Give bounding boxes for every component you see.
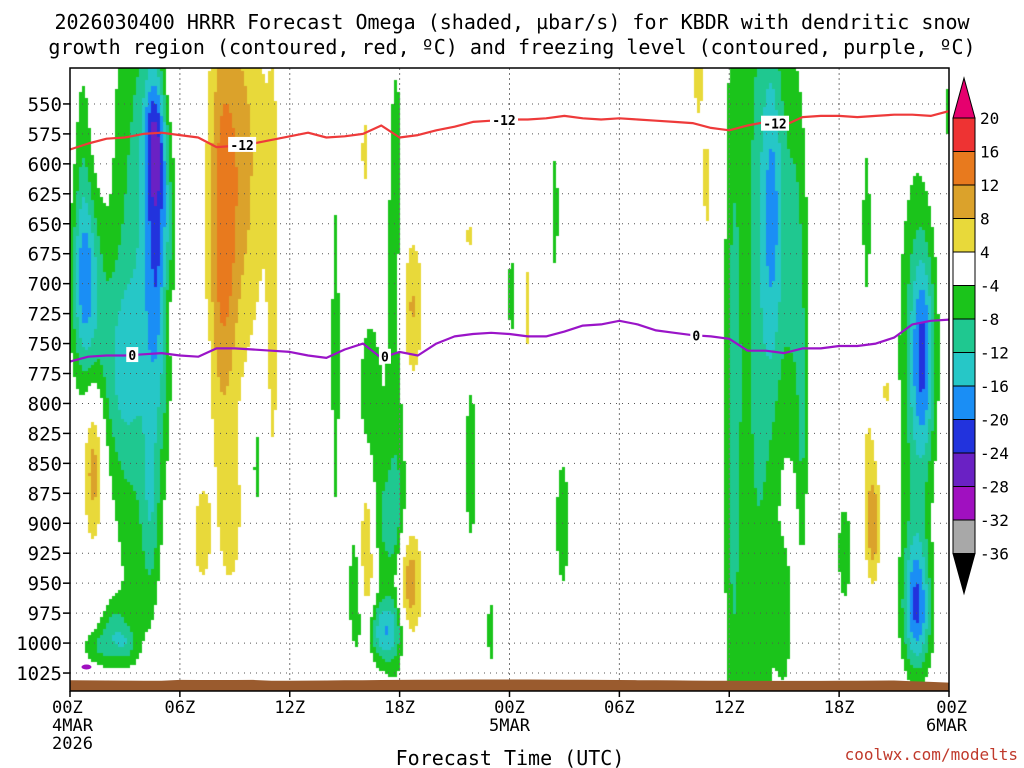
colorbar-label: 4 xyxy=(980,243,990,262)
colorbar-segment xyxy=(952,218,976,253)
contour-label: -12 xyxy=(230,139,253,154)
x-tick-label: 18Z xyxy=(824,698,855,718)
y-tick-label: 725 xyxy=(28,304,62,326)
colorbar-segment xyxy=(952,285,976,320)
contour-label-bg xyxy=(378,348,391,364)
x-tick-label: 00Z xyxy=(52,698,83,718)
colorbar-label: -4 xyxy=(980,277,999,296)
small-feature-blob xyxy=(81,664,92,670)
y-tick-label: 675 xyxy=(28,244,62,266)
colorbar-segment xyxy=(952,251,976,286)
y-tick-label: 800 xyxy=(28,393,62,415)
colorbar-segment xyxy=(952,117,976,152)
chart-title-line2: growth region (contoured, red, ºC) and f… xyxy=(48,35,975,59)
colorbar-segment xyxy=(952,151,976,186)
colorbar-segment xyxy=(952,486,976,521)
colorbar-label: -32 xyxy=(980,511,1009,530)
y-tick-label: 575 xyxy=(28,124,62,146)
x-tick-label: 12Z xyxy=(274,698,305,718)
x-tick-label: 06Z xyxy=(604,698,635,718)
x-tick-year: 2026 xyxy=(52,734,93,754)
contour-label: 0 xyxy=(128,349,136,364)
y-tick-label: 775 xyxy=(28,364,62,386)
colorbar-label: -28 xyxy=(980,478,1009,497)
colorbar-label: -12 xyxy=(980,344,1009,363)
x-tick-label: 18Z xyxy=(384,698,415,718)
contour-label: 0 xyxy=(381,351,389,366)
y-tick-label: 600 xyxy=(28,154,62,176)
y-axis: 550 575 600 625 650 675 700 725 750 775 800 825 850 8… xyxy=(16,94,70,685)
contour-label: -12 xyxy=(492,114,515,129)
x-axis-title: Forecast Time (UTC) xyxy=(396,746,625,768)
contour-label-bg xyxy=(690,327,703,343)
colorbar-label: -36 xyxy=(980,545,1009,564)
y-tick-label: 900 xyxy=(28,513,62,535)
x-tick-label: 00Z xyxy=(494,698,525,718)
colorbar-label: 8 xyxy=(980,210,990,229)
y-tick-label: 625 xyxy=(28,184,62,206)
colorbar-segment xyxy=(952,318,976,353)
colorbar-bottom-arrow xyxy=(952,553,976,596)
contour-label-bg xyxy=(126,347,139,363)
terrain-surface xyxy=(70,679,949,691)
y-tick-label: 975 xyxy=(28,603,62,625)
colorbar-label: 16 xyxy=(980,143,999,162)
y-tick-label: 825 xyxy=(28,423,62,445)
contour-label-bg xyxy=(228,136,257,152)
colorbar-label: 12 xyxy=(980,176,999,195)
colorbar-label: -20 xyxy=(980,411,1009,430)
contours: -12 -12 -12 0 0 0 xyxy=(70,110,949,670)
colorbar-segment xyxy=(952,184,976,219)
contour-label: -12 xyxy=(763,118,786,133)
x-tick-date: 6MAR xyxy=(926,716,968,736)
grid xyxy=(70,68,949,691)
terrain-fill xyxy=(70,679,949,691)
y-tick-label: 750 xyxy=(28,334,62,356)
colorbar-label: 20 xyxy=(980,109,999,128)
credit-text: coolwx.com/modelts xyxy=(845,745,1018,764)
freezing-level-contour xyxy=(70,318,949,363)
colorbar-segment xyxy=(952,519,976,554)
y-tick-label: 650 xyxy=(28,214,62,236)
contour-label-bg xyxy=(761,115,790,131)
colorbar-label: -8 xyxy=(980,310,999,329)
y-tick-label: 875 xyxy=(28,483,62,505)
y-tick-label: 850 xyxy=(28,453,62,475)
x-tick-label: 06Z xyxy=(165,698,196,718)
y-tick-label: 1000 xyxy=(16,633,62,655)
y-tick-label: 1025 xyxy=(16,663,62,685)
x-tick-date: 5MAR xyxy=(489,716,531,736)
contour-label-bg xyxy=(490,111,519,127)
colorbar-label: -16 xyxy=(980,377,1009,396)
colorbar-label: -24 xyxy=(980,444,1009,463)
y-tick-label: 550 xyxy=(28,94,62,116)
colorbar: 20 16 12 8 4 -4 -8 -12 -16 -20 -24 -28 -32 -36 xyxy=(952,76,1009,596)
colorbar-segment xyxy=(952,419,976,454)
x-tick-label: 12Z xyxy=(714,698,745,718)
y-tick-label: 700 xyxy=(28,274,62,296)
colorbar-top-arrow xyxy=(952,76,976,119)
contour-label: 0 xyxy=(692,329,700,344)
colorbar-segment xyxy=(952,452,976,487)
x-tick-date: 4MAR xyxy=(52,716,94,736)
y-tick-label: 925 xyxy=(28,543,62,565)
colorbar-segment xyxy=(952,385,976,420)
x-tick-label: 00Z xyxy=(936,698,967,718)
chart-title-line1: 2026030400 HRRR Forecast Omega (shaded, … xyxy=(54,10,970,34)
colorbar-segment xyxy=(952,352,976,387)
y-tick-label: 950 xyxy=(28,573,62,595)
